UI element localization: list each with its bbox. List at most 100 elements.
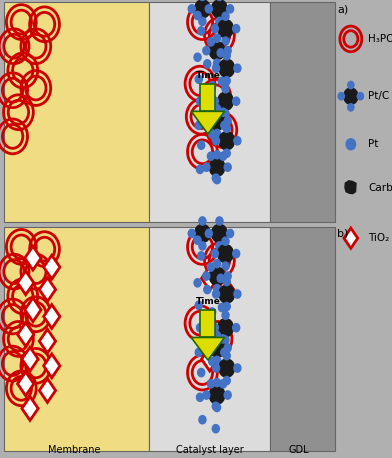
Circle shape (205, 229, 212, 238)
Circle shape (217, 274, 224, 283)
Circle shape (214, 151, 221, 159)
Circle shape (223, 278, 230, 286)
Circle shape (214, 260, 221, 268)
Circle shape (214, 356, 221, 365)
Circle shape (203, 47, 210, 55)
Circle shape (216, 242, 223, 250)
Circle shape (220, 380, 227, 388)
Text: GDL: GDL (289, 445, 309, 455)
Circle shape (212, 364, 220, 372)
Circle shape (209, 112, 225, 130)
Circle shape (234, 64, 241, 72)
Text: H₃PO₄: H₃PO₄ (368, 34, 392, 44)
Circle shape (212, 0, 227, 18)
Text: Carbon: Carbon (368, 183, 392, 193)
FancyBboxPatch shape (270, 2, 335, 222)
Circle shape (234, 364, 241, 372)
Circle shape (234, 136, 241, 145)
Circle shape (198, 252, 205, 260)
Polygon shape (25, 298, 41, 322)
Circle shape (224, 272, 231, 280)
Text: Catalyst layer: Catalyst layer (176, 445, 243, 455)
Circle shape (212, 174, 219, 182)
Text: Pt/C: Pt/C (368, 91, 390, 101)
Circle shape (224, 117, 231, 125)
Circle shape (223, 352, 230, 360)
Circle shape (207, 380, 214, 388)
Circle shape (357, 93, 363, 100)
Circle shape (204, 60, 211, 68)
Circle shape (222, 37, 229, 45)
Circle shape (211, 25, 218, 33)
Circle shape (222, 262, 229, 270)
Polygon shape (191, 111, 225, 134)
FancyBboxPatch shape (200, 310, 215, 338)
Circle shape (227, 229, 234, 238)
Circle shape (232, 323, 240, 332)
Circle shape (223, 76, 230, 85)
Circle shape (199, 17, 206, 26)
Circle shape (214, 331, 221, 339)
Polygon shape (18, 271, 34, 295)
Circle shape (198, 368, 205, 376)
Circle shape (204, 285, 211, 294)
FancyBboxPatch shape (270, 227, 335, 451)
Circle shape (207, 38, 214, 46)
FancyBboxPatch shape (149, 227, 270, 451)
Circle shape (232, 97, 240, 105)
Circle shape (232, 25, 240, 33)
Circle shape (219, 359, 234, 377)
Circle shape (207, 152, 214, 160)
Circle shape (214, 59, 221, 67)
Circle shape (219, 131, 234, 150)
Polygon shape (22, 347, 38, 371)
Text: Time: Time (196, 71, 220, 80)
Circle shape (203, 272, 210, 280)
Circle shape (194, 224, 210, 243)
Circle shape (199, 242, 206, 250)
Circle shape (209, 339, 225, 357)
Circle shape (220, 152, 227, 160)
Circle shape (222, 237, 229, 245)
Circle shape (207, 263, 214, 271)
Circle shape (218, 303, 225, 311)
Circle shape (348, 104, 354, 111)
Circle shape (344, 88, 358, 104)
Circle shape (216, 217, 223, 225)
Circle shape (346, 139, 356, 150)
Circle shape (199, 415, 206, 424)
Circle shape (224, 47, 231, 55)
Circle shape (348, 82, 354, 89)
Text: TiO₂: TiO₂ (368, 233, 390, 243)
Text: a): a) (337, 5, 348, 15)
Circle shape (212, 136, 220, 145)
Circle shape (222, 85, 229, 93)
FancyBboxPatch shape (4, 2, 149, 222)
Circle shape (211, 323, 218, 332)
Circle shape (218, 92, 233, 110)
Circle shape (224, 391, 231, 399)
Circle shape (196, 323, 203, 332)
Circle shape (223, 302, 230, 311)
Circle shape (212, 290, 220, 298)
Circle shape (209, 158, 225, 176)
Circle shape (222, 311, 229, 319)
Polygon shape (18, 372, 34, 396)
FancyBboxPatch shape (149, 2, 270, 222)
Circle shape (212, 64, 220, 72)
Circle shape (216, 17, 223, 26)
Circle shape (211, 250, 218, 258)
Polygon shape (217, 278, 234, 301)
Circle shape (221, 121, 228, 130)
Circle shape (223, 376, 230, 385)
Circle shape (209, 386, 225, 404)
Circle shape (203, 117, 210, 125)
Polygon shape (25, 246, 41, 270)
Circle shape (196, 165, 203, 174)
Circle shape (221, 348, 228, 356)
Circle shape (210, 229, 217, 238)
Circle shape (222, 336, 229, 344)
Polygon shape (44, 255, 60, 279)
Circle shape (224, 344, 231, 352)
Polygon shape (39, 278, 56, 301)
